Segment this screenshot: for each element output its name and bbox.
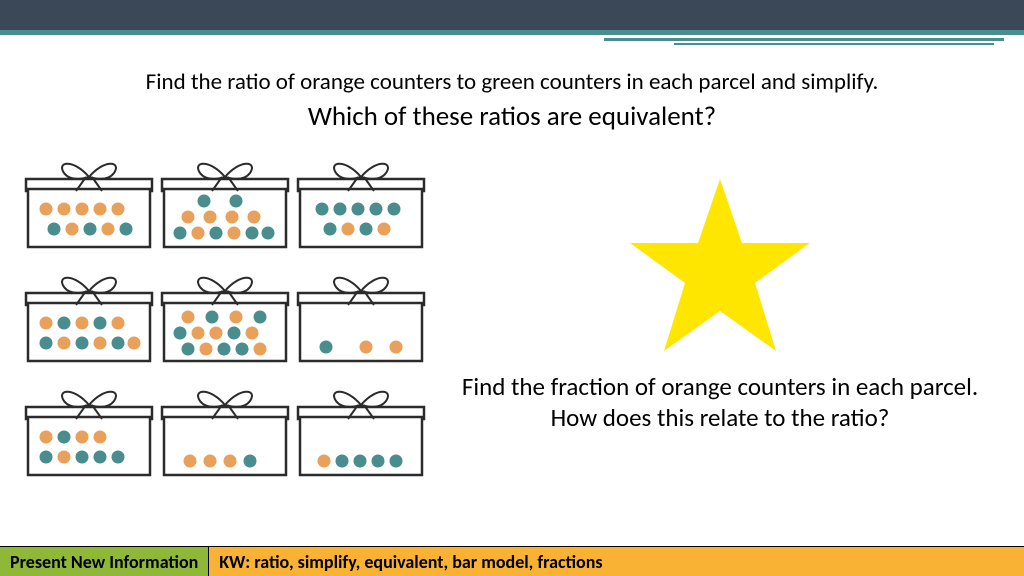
star-icon [620,171,820,361]
sub-question-line-2: How does this relate to the ratio? [551,402,890,433]
footer-left-label: Present New Information [0,547,209,576]
right-column: Find the fraction of orange counters in … [446,151,994,487]
parcel [24,265,154,373]
footer: Present New Information KW: ratio, simpl… [0,546,1024,576]
sub-question-line-1: Find the fraction of orange counters in … [462,371,978,402]
parcel [296,151,426,259]
parcel [24,379,154,487]
parcel [160,379,290,487]
top-bar [0,0,1024,30]
parcel [160,265,290,373]
parcel [24,151,154,259]
parcel [296,379,426,487]
footer-right-label: KW: ratio, simplify, equivalent, bar mod… [209,547,1024,576]
question-line-1: Find the ratio of orange counters to gre… [30,68,994,96]
parcels-grid [24,151,426,487]
main-content: Find the ratio of orange counters to gre… [0,58,1024,546]
top-accent [0,30,1024,44]
parcel [160,151,290,259]
question-line-2: Which of these ratios are equivalent? [30,100,994,133]
parcel [296,265,426,373]
sub-question: Find the fraction of orange counters in … [462,371,978,434]
